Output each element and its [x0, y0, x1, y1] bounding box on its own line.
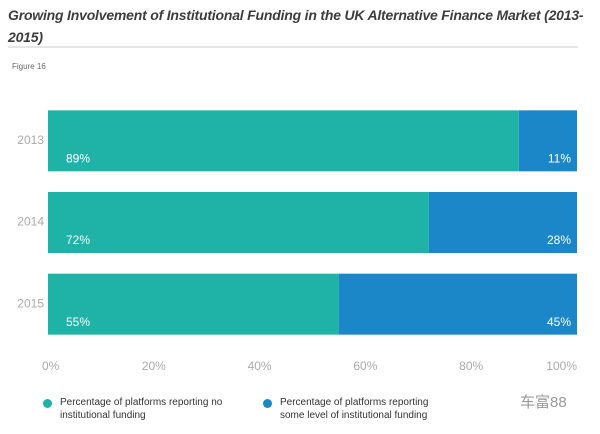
- x-tick-label: 0%: [42, 359, 60, 373]
- y-tick-label: 2013: [17, 133, 44, 147]
- x-tick-label: 60%: [353, 359, 377, 373]
- legend-marker: [43, 399, 52, 408]
- bar-segment: [518, 110, 577, 172]
- bar-segment: [428, 192, 577, 253]
- value-label: 89%: [66, 152, 90, 166]
- x-tick-label: 20%: [142, 359, 166, 373]
- legend-label: Percentage of platforms reporting some l…: [280, 397, 429, 421]
- x-tick-label: 80%: [459, 359, 483, 373]
- value-label: 55%: [66, 315, 90, 329]
- y-tick-label: 2015: [17, 296, 44, 310]
- value-label: 28%: [547, 233, 571, 247]
- figure-label: Figure 16: [12, 62, 46, 71]
- watermark: 车富88: [520, 393, 567, 411]
- value-label: 11%: [548, 152, 571, 166]
- bar-segment: [48, 273, 339, 335]
- value-label: 45%: [547, 315, 571, 329]
- x-tick-label: 40%: [248, 359, 272, 373]
- legend-label: Percentage of platforms reporting no ins…: [60, 397, 223, 421]
- y-tick-label: 2014: [17, 215, 44, 229]
- bar-segment: [48, 192, 429, 253]
- value-label: 72%: [66, 233, 90, 247]
- chart-title: Growing Involvement of Institutional Fun…: [8, 7, 584, 45]
- bar-segment: [48, 110, 519, 172]
- bar-segment: [338, 273, 577, 335]
- x-tick-label: 100%: [546, 359, 577, 373]
- legend-marker: [263, 399, 272, 408]
